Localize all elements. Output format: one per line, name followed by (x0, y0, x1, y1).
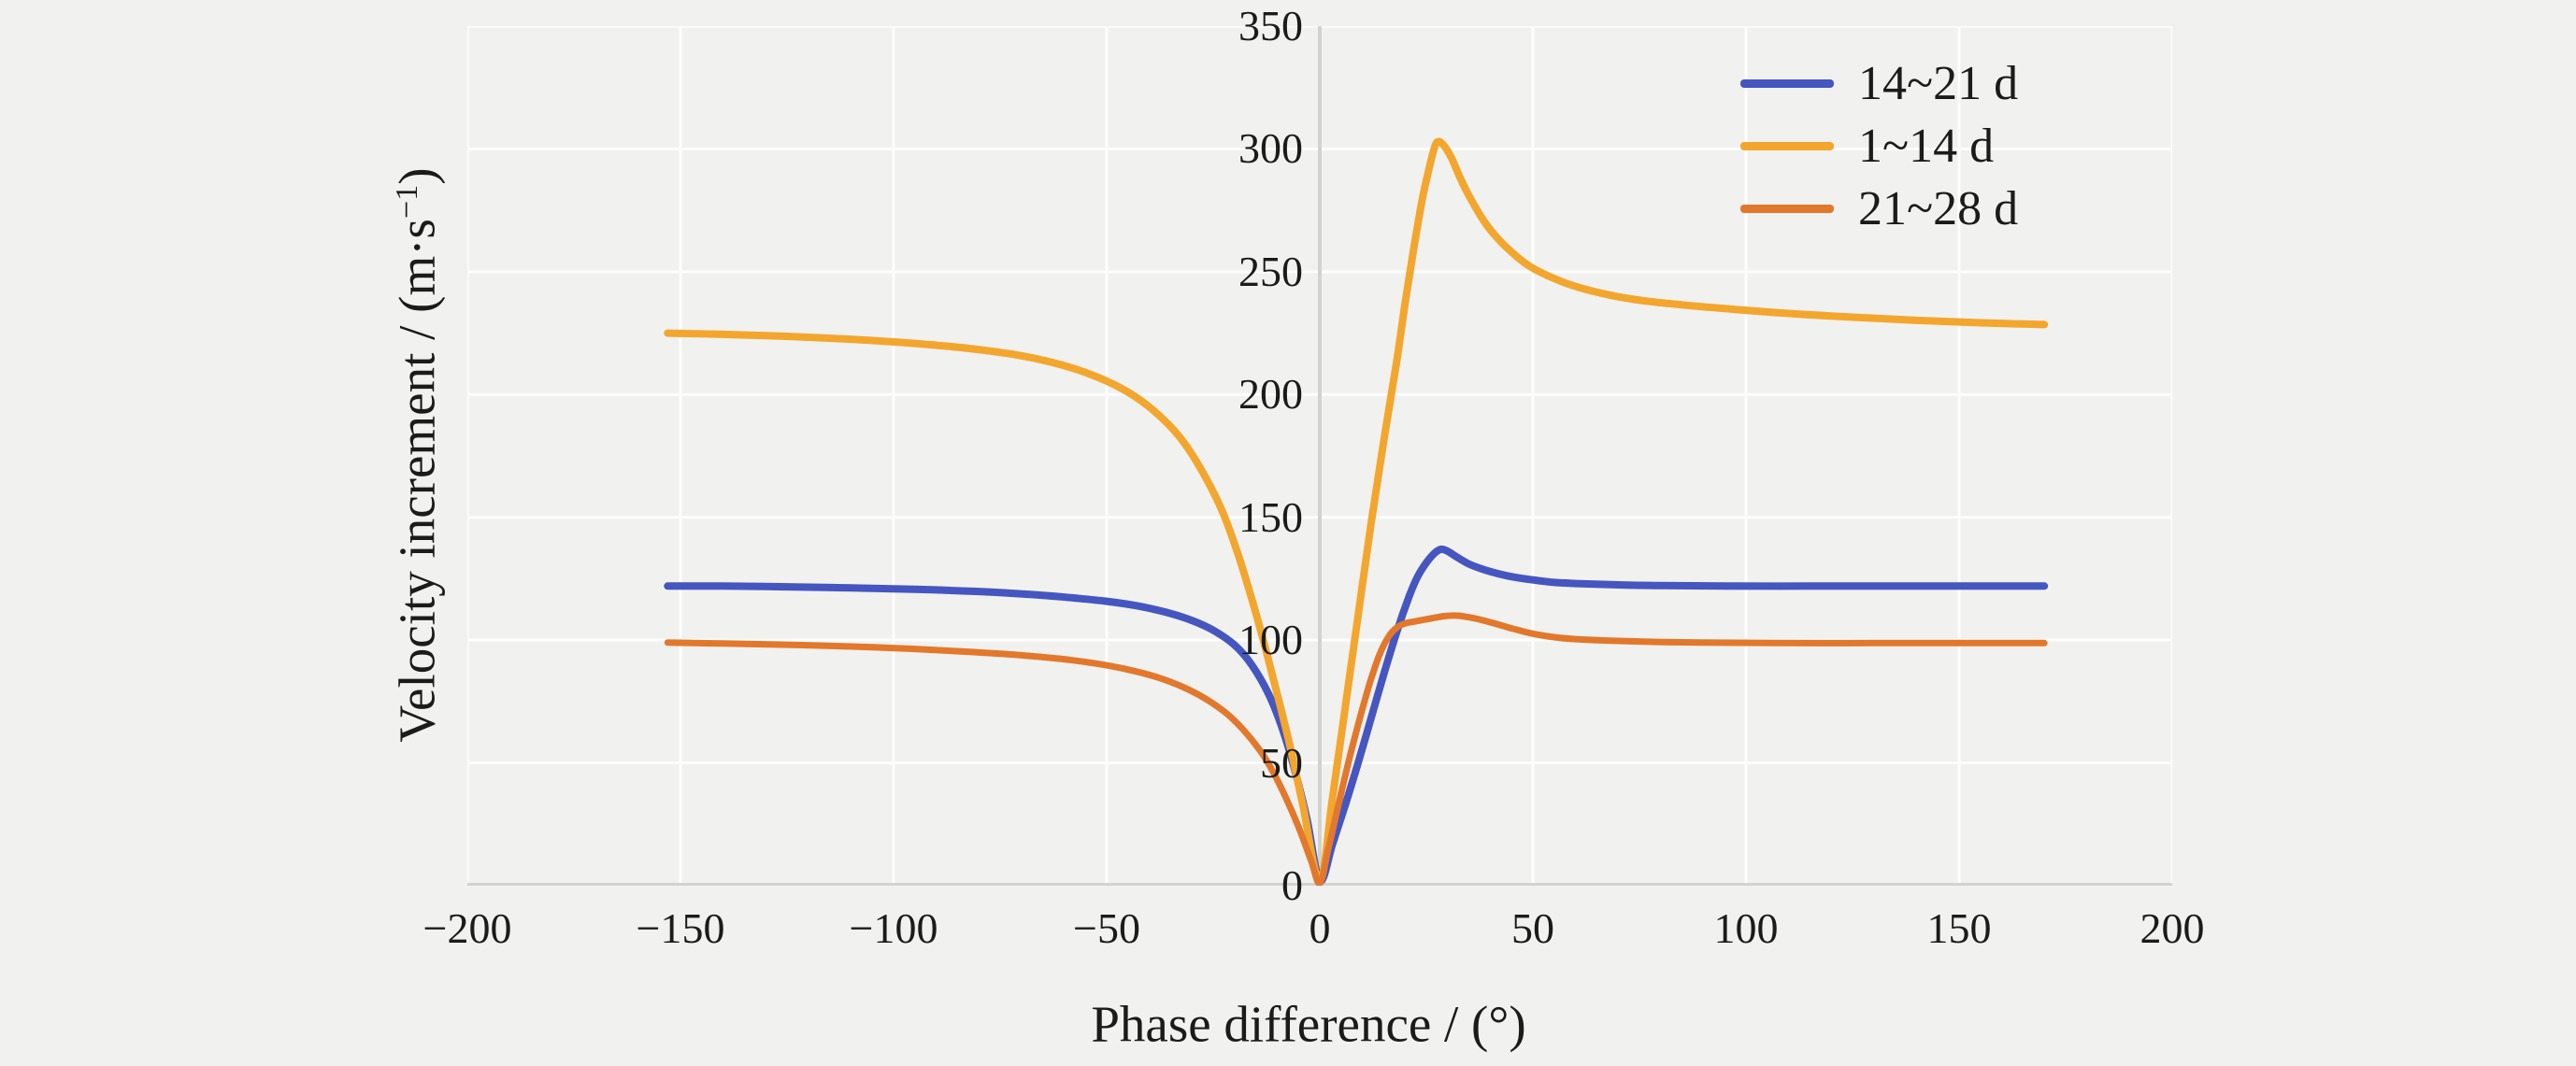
x-tick-label: −50 (1073, 904, 1140, 952)
y-tick-label: 250 (1238, 247, 1303, 295)
y-tick-label: 150 (1238, 492, 1303, 541)
plot-area (467, 26, 2172, 886)
x-tick-label: −150 (636, 904, 725, 952)
y-axis-title-superscript: −1 (389, 184, 424, 220)
legend-line-swatch (1740, 142, 1834, 150)
series-line-1-14-d (664, 137, 2049, 885)
x-tick-label: −200 (422, 904, 512, 952)
legend-item: 14~21 d (1740, 52, 2018, 115)
x-tick-label: 0 (1309, 904, 1331, 952)
legend-item-label: 1~14 d (1858, 119, 1995, 173)
legend-item-label: 14~21 d (1858, 56, 2019, 110)
y-tick-label: 0 (1281, 861, 1303, 909)
series-line-21-28-d (664, 612, 2048, 886)
y-axis-title-close: ) (388, 167, 446, 185)
x-tick-label: 150 (1926, 904, 1992, 952)
legend-line-swatch (1740, 79, 1834, 88)
x-tick-label: 50 (1511, 904, 1554, 952)
x-tick-label: 100 (1713, 904, 1779, 952)
series-line-14-21-d (664, 545, 2049, 885)
x-axis-title: Phase difference / (°) (1091, 995, 1526, 1053)
y-tick-label: 200 (1238, 370, 1303, 419)
legend: 14~21 d 1~14 d 21~28 d (1740, 52, 2018, 240)
legend-item-label: 21~28 d (1858, 181, 2019, 235)
y-axis-title: Velocity increment / (m·s−1) (388, 167, 446, 743)
x-tick-label: −100 (849, 904, 938, 952)
legend-item: 1~14 d (1740, 115, 2018, 178)
y-tick-label: 50 (1260, 738, 1303, 787)
y-tick-label: 350 (1238, 2, 1303, 50)
legend-item: 21~28 d (1740, 178, 2018, 240)
chart-canvas (467, 26, 2172, 886)
legend-line-swatch (1740, 205, 1834, 213)
x-tick-label: 200 (2140, 904, 2205, 952)
y-tick-label: 300 (1238, 124, 1303, 173)
y-tick-label: 100 (1238, 616, 1303, 664)
y-axis-title-text: Velocity increment / (m·s (388, 219, 446, 743)
